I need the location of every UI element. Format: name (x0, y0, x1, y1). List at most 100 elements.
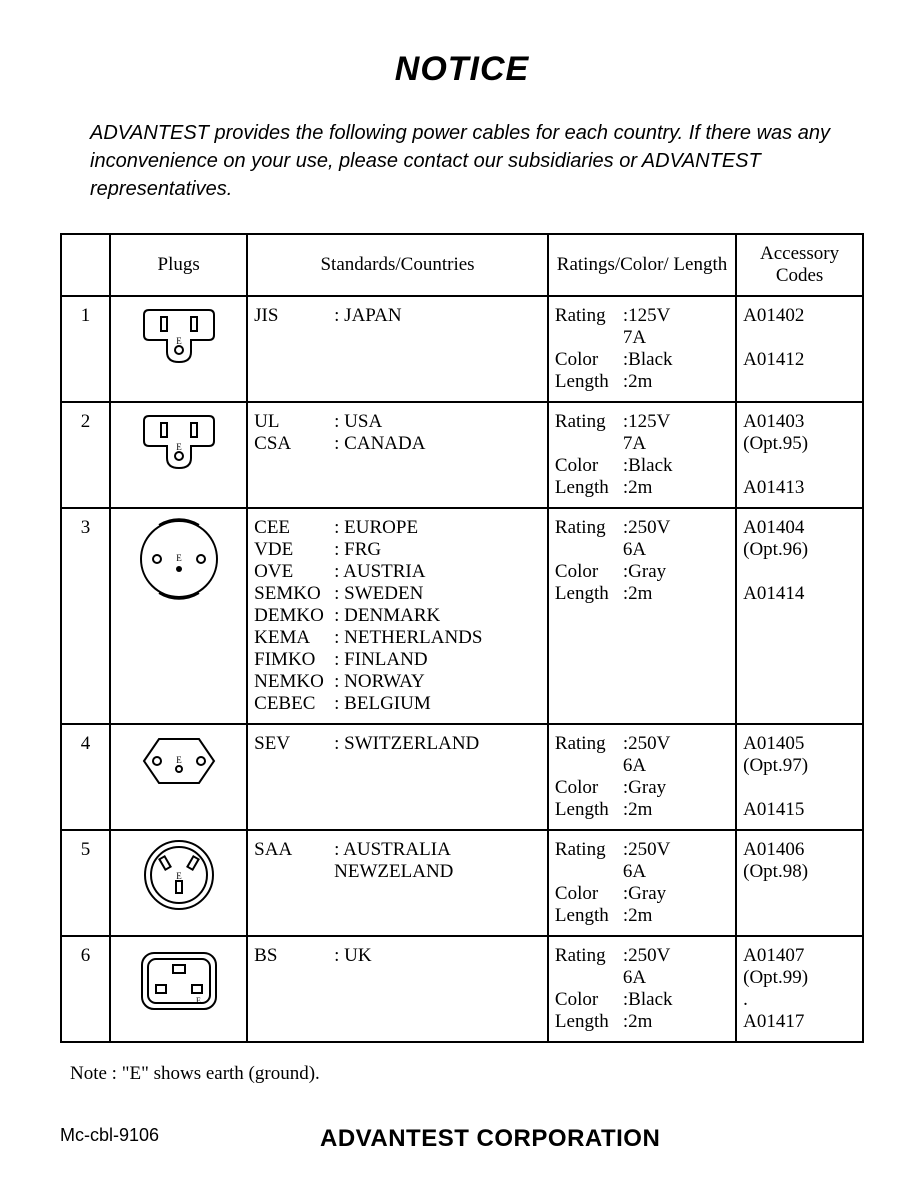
rating-value: :250V (623, 733, 729, 755)
rating-label: Color (555, 777, 623, 799)
accessory-code: A01405 (743, 733, 856, 755)
accessory-code: A01403 (743, 411, 856, 433)
plug-icon: E (110, 508, 247, 724)
rating-label (555, 327, 623, 349)
rating-line: Color:Gray (555, 883, 729, 905)
table-header-row: Plugs Standards/Countries Ratings/Color/… (61, 234, 863, 296)
rating-value: :Gray (623, 777, 729, 799)
row-number: 3 (61, 508, 110, 724)
accessory-code (743, 777, 856, 799)
rating-label: Length (555, 1011, 623, 1033)
rating-label: Color (555, 455, 623, 477)
rating-value: :2m (623, 905, 729, 927)
rating-line: Color:Black (555, 349, 729, 371)
rating-line: Rating:125V (555, 411, 729, 433)
rating-label: Color (555, 989, 623, 1011)
rating-line: Rating:250V (555, 945, 729, 967)
accessory-code: . (743, 989, 856, 1011)
rating-value: :125V (623, 305, 729, 327)
standard-entry: BS: UK (254, 945, 541, 967)
rating-label: Length (555, 905, 623, 927)
rating-label: Rating (555, 411, 623, 433)
rating-label (555, 539, 623, 561)
rating-line: 7A (555, 433, 729, 455)
rating-value: 6A (623, 539, 729, 561)
rating-value: :250V (623, 517, 729, 539)
standard-country: : FRG (334, 539, 541, 561)
standard-entry: SAA: AUSTRALIA (254, 839, 541, 861)
standard-country: : DENMARK (334, 605, 541, 627)
standard-country: : AUSTRALIA (334, 839, 541, 861)
rating-value: :250V (623, 839, 729, 861)
standard-abbr: SAA (254, 839, 334, 861)
rating-value: :2m (623, 477, 729, 499)
plug-icon: E (110, 724, 247, 830)
rating-line: Length:2m (555, 905, 729, 927)
standard-abbr: KEMA (254, 627, 334, 649)
accessory-code: A01417 (743, 1011, 856, 1033)
rating-line: Rating:250V (555, 517, 729, 539)
standard-abbr: FIMKO (254, 649, 334, 671)
standard-abbr: CSA (254, 433, 334, 455)
table-row: 2EUL: USACSA: CANADARating:125V 7AColor:… (61, 402, 863, 508)
standard-abbr: OVE (254, 561, 334, 583)
standards-cell: BS: UK (247, 936, 548, 1042)
standard-abbr: DEMKO (254, 605, 334, 627)
accessory-code: (Opt.98) (743, 861, 856, 883)
header-ratings: Ratings/Color/ Length (548, 234, 736, 296)
standard-abbr: CEE (254, 517, 334, 539)
standard-country: : SWITZERLAND (334, 733, 541, 755)
standard-abbr: VDE (254, 539, 334, 561)
accessory-cell: A01407(Opt.99).A01417 (736, 936, 863, 1042)
accessory-code: A01412 (743, 349, 856, 371)
row-number: 6 (61, 936, 110, 1042)
rating-label: Color (555, 349, 623, 371)
rating-label: Rating (555, 839, 623, 861)
rating-line: Rating:250V (555, 839, 729, 861)
table-row: 5ESAA: AUSTRALIA NEWZELANDRating:250V 6A… (61, 830, 863, 936)
standard-entry: CEBEC: BELGIUM (254, 693, 541, 715)
footnote: Note : "E" shows earth (ground). (70, 1063, 854, 1085)
standard-country: : UK (334, 945, 541, 967)
rating-label: Color (555, 561, 623, 583)
ratings-cell: Rating:125V 7AColor:BlackLength:2m (548, 402, 736, 508)
rating-line: Color:Gray (555, 561, 729, 583)
rating-line: 6A (555, 861, 729, 883)
rating-value: :Black (623, 455, 729, 477)
rating-line: 7A (555, 327, 729, 349)
accessory-code: A01415 (743, 799, 856, 821)
table-row: 6EBS: UKRating:250V 6AColor:BlackLength:… (61, 936, 863, 1042)
rating-line: Length:2m (555, 477, 729, 499)
accessory-code (743, 561, 856, 583)
row-number: 1 (61, 296, 110, 402)
standard-abbr: JIS (254, 305, 334, 327)
accessory-cell: A01405(Opt.97) A01415 (736, 724, 863, 830)
standards-cell: CEE: EUROPEVDE: FRGOVE: AUSTRIASEMKO: SW… (247, 508, 548, 724)
plug-icon: E (110, 936, 247, 1042)
rating-value: :2m (623, 371, 729, 393)
rating-line: 6A (555, 967, 729, 989)
standard-country: : SWEDEN (334, 583, 541, 605)
rating-label: Rating (555, 945, 623, 967)
rating-line: Rating:125V (555, 305, 729, 327)
standard-country: : NETHERLANDS (334, 627, 541, 649)
intro-paragraph: ADVANTEST provides the following power c… (90, 119, 834, 203)
rating-line: Rating:250V (555, 733, 729, 755)
standard-entry: KEMA: NETHERLANDS (254, 627, 541, 649)
rating-label (555, 861, 623, 883)
standard-entry: OVE: AUSTRIA (254, 561, 541, 583)
standards-cell: JIS: JAPAN (247, 296, 548, 402)
standard-entry: FIMKO: FINLAND (254, 649, 541, 671)
accessory-code: A01404 (743, 517, 856, 539)
accessory-code: (Opt.95) (743, 433, 856, 455)
rating-label (555, 967, 623, 989)
standard-entry: UL: USA (254, 411, 541, 433)
plug-icon: E (110, 402, 247, 508)
accessory-code: (Opt.99) (743, 967, 856, 989)
svg-text:E: E (176, 442, 182, 452)
rating-line: Length:2m (555, 1011, 729, 1033)
rating-label: Length (555, 799, 623, 821)
standard-abbr: CEBEC (254, 693, 334, 715)
table-row: 1EJIS: JAPANRating:125V 7AColor:BlackLen… (61, 296, 863, 402)
rating-label: Rating (555, 733, 623, 755)
